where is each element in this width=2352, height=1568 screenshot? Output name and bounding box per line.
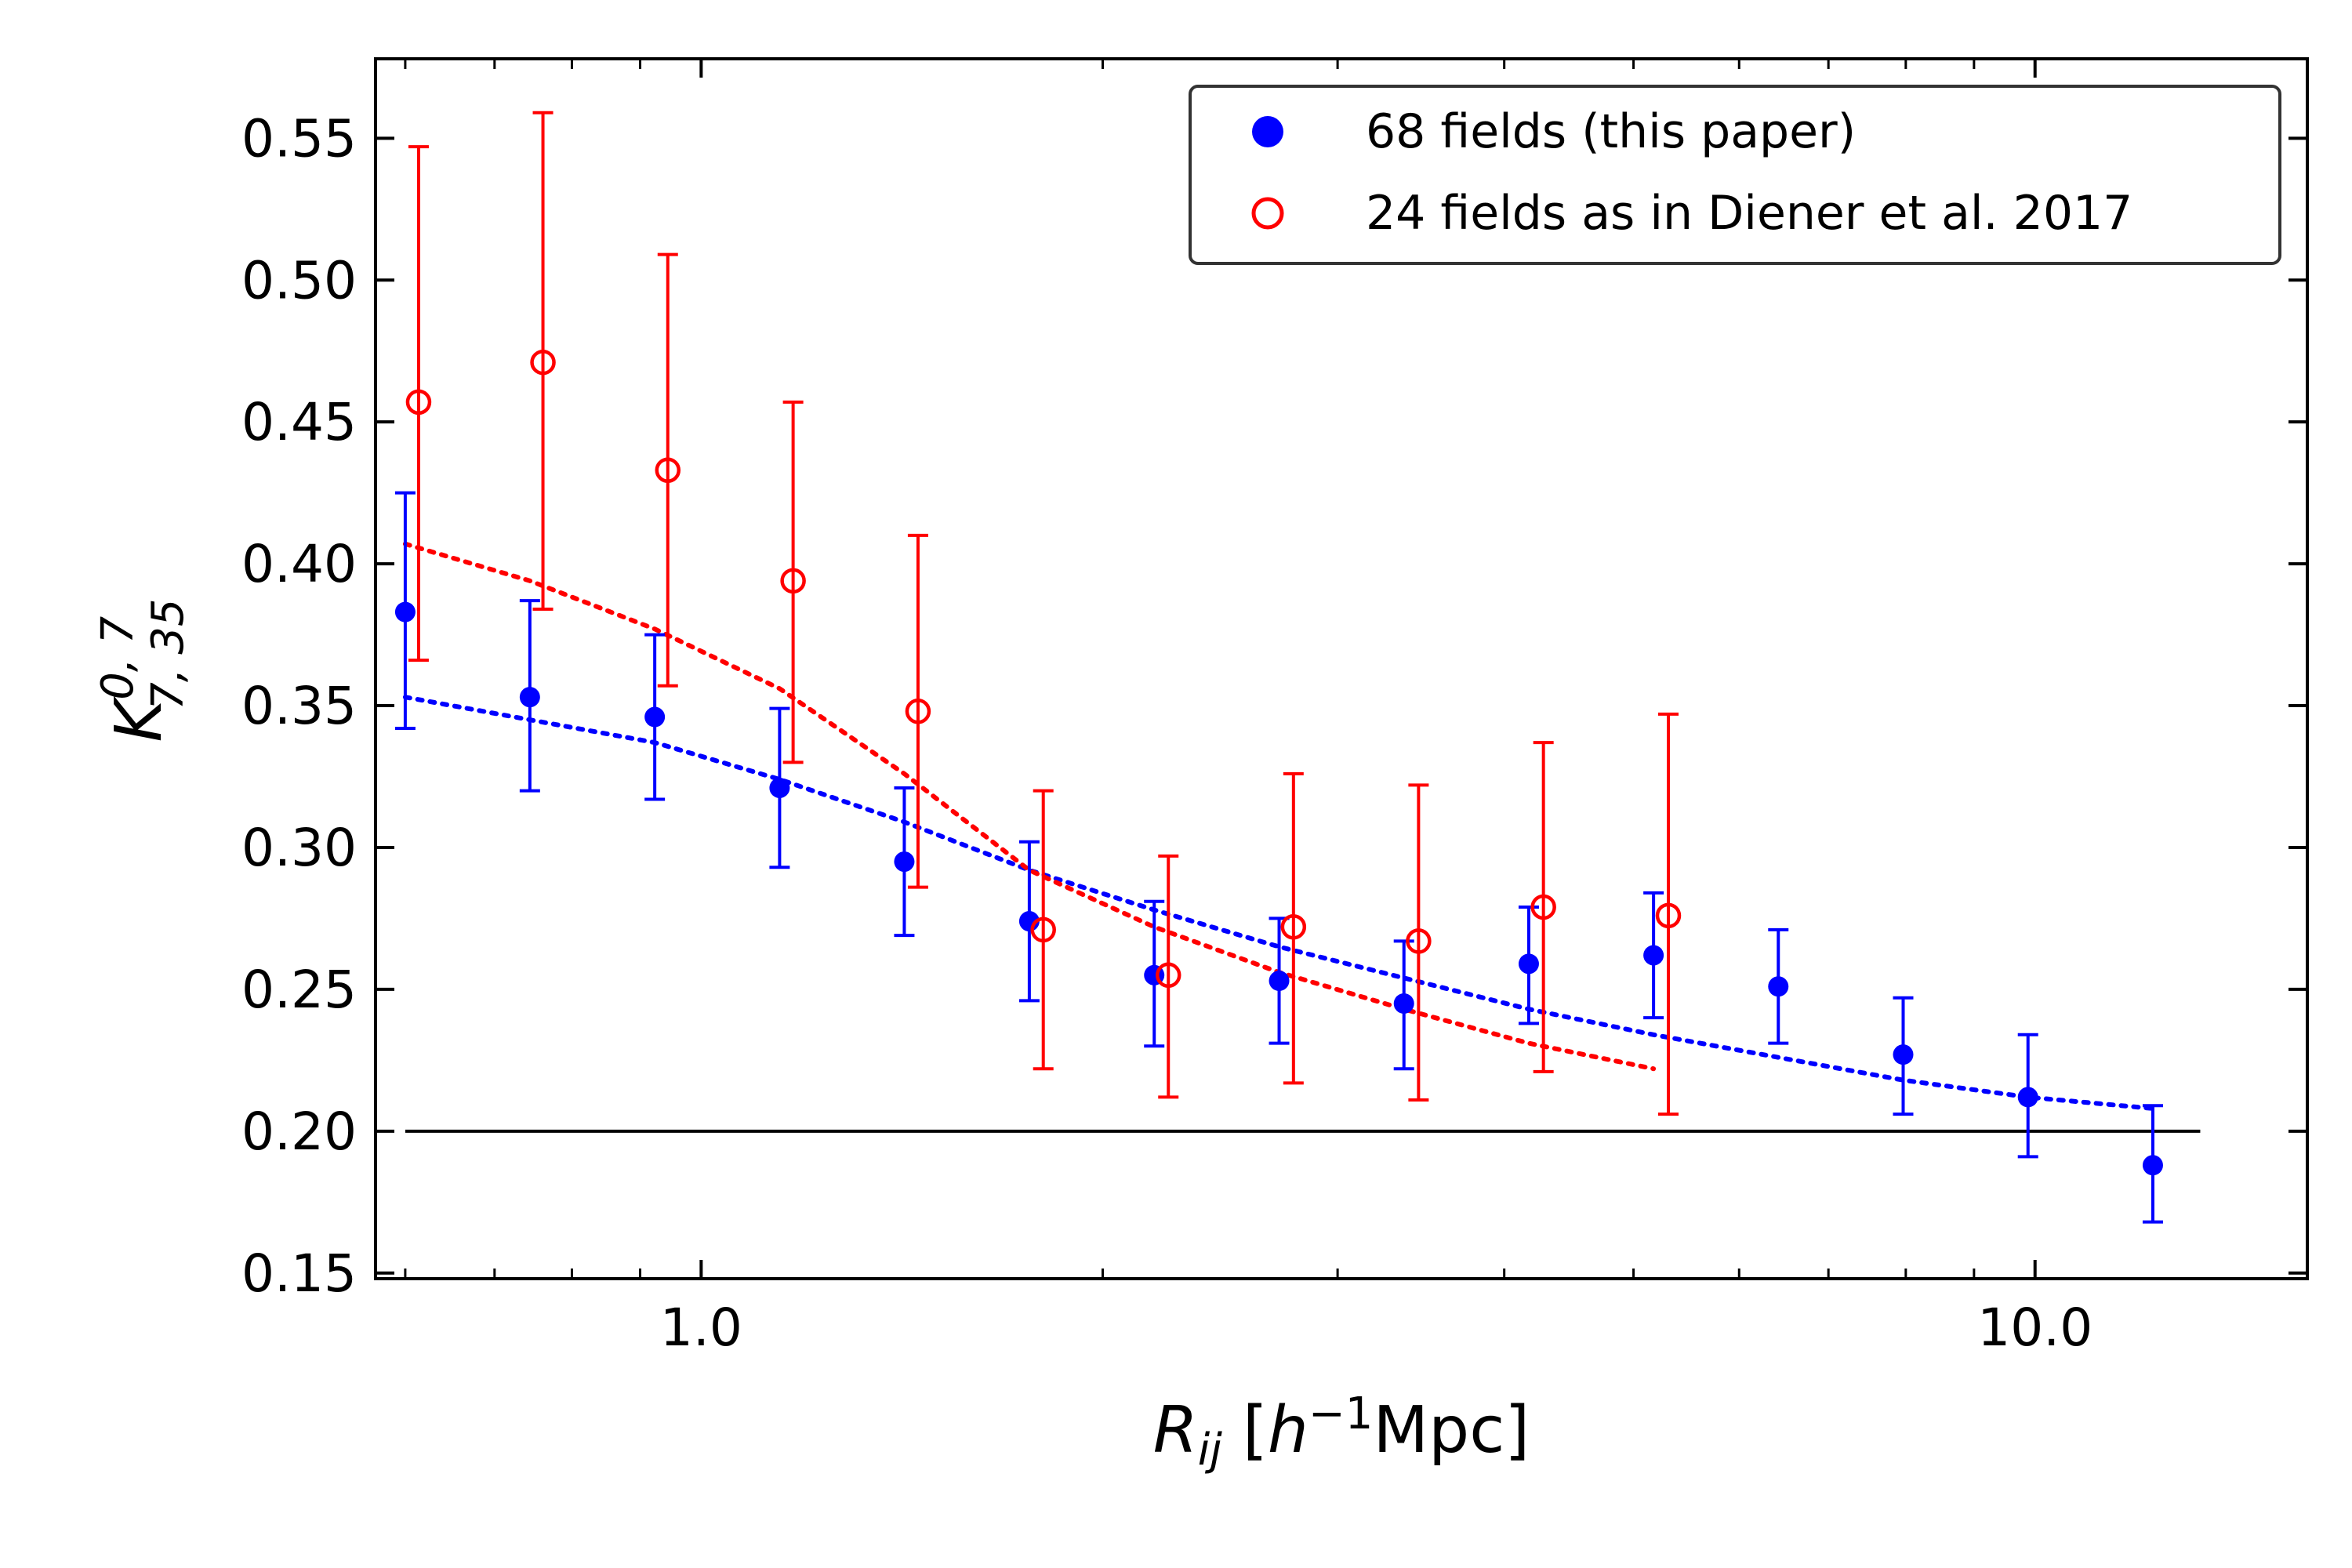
data-point [1030,916,1056,943]
data-point [1893,1044,1914,1065]
data-point [655,457,681,483]
data-point [1269,971,1290,992]
model-curves [402,541,2155,1111]
data-point [905,699,931,724]
data-series [394,111,2163,1224]
data-point [1643,945,1664,966]
y-tick-label: 0.25 [241,960,357,1020]
y-tick-label: 0.55 [241,108,357,169]
data-point [1530,894,1556,920]
legend: 68 fields (this paper) 24 fields as in D… [1189,85,2281,265]
y-tick-label: 0.30 [241,818,357,878]
y-tick-label: 0.45 [241,392,357,452]
legend-label-24-fields: 24 fields as in Diener et al. 2017 [1366,186,2132,241]
axis-ticks [376,59,2307,1279]
data-point [1155,962,1181,989]
y-tick-label: 0.20 [241,1102,357,1162]
y-tick-label: 0.50 [241,250,357,310]
legend-label-68-fields: 68 fields (this paper) [1366,104,1856,159]
data-point [1393,993,1414,1014]
data-point [2017,1087,2038,1108]
y-tick-label: 0.40 [241,534,357,594]
data-point [769,777,790,798]
data-point [530,349,556,376]
legend-marker-24-fields [1251,197,1284,230]
series-red-24-fields [405,111,1682,1116]
legend-box [1189,85,2281,265]
data-point [2142,1155,2163,1176]
data-point [644,706,666,728]
x-tick-labels: 1.0 10.0 [660,1298,2092,1358]
data-point [1406,928,1432,954]
data-point [394,601,416,622]
model-curve-red [402,541,1657,1072]
x-tick-label: 1.0 [660,1298,742,1358]
data-point [519,687,540,708]
data-point [1768,976,1789,997]
data-point [780,568,806,594]
x-tick-label: 10.0 [1977,1298,2092,1358]
y-tick-labels: 0.15 0.20 0.25 0.30 0.35 0.40 0.45 0.50 0.55 [241,108,357,1303]
data-point [1518,953,1539,975]
data-point [405,389,432,416]
data-point [1655,902,1682,929]
legend-marker-68-fields [1252,116,1283,147]
model-curve-blue [402,695,2155,1111]
y-tick-label: 0.15 [241,1243,357,1304]
data-point [1280,914,1307,940]
data-point [894,851,915,873]
y-tick-label: 0.35 [241,676,357,736]
plot-frame [374,57,2309,1280]
y-axis-title: K0, 77, 35 [93,598,194,742]
x-axis-title: Rij [h−1Mpc] [1153,1388,1530,1475]
